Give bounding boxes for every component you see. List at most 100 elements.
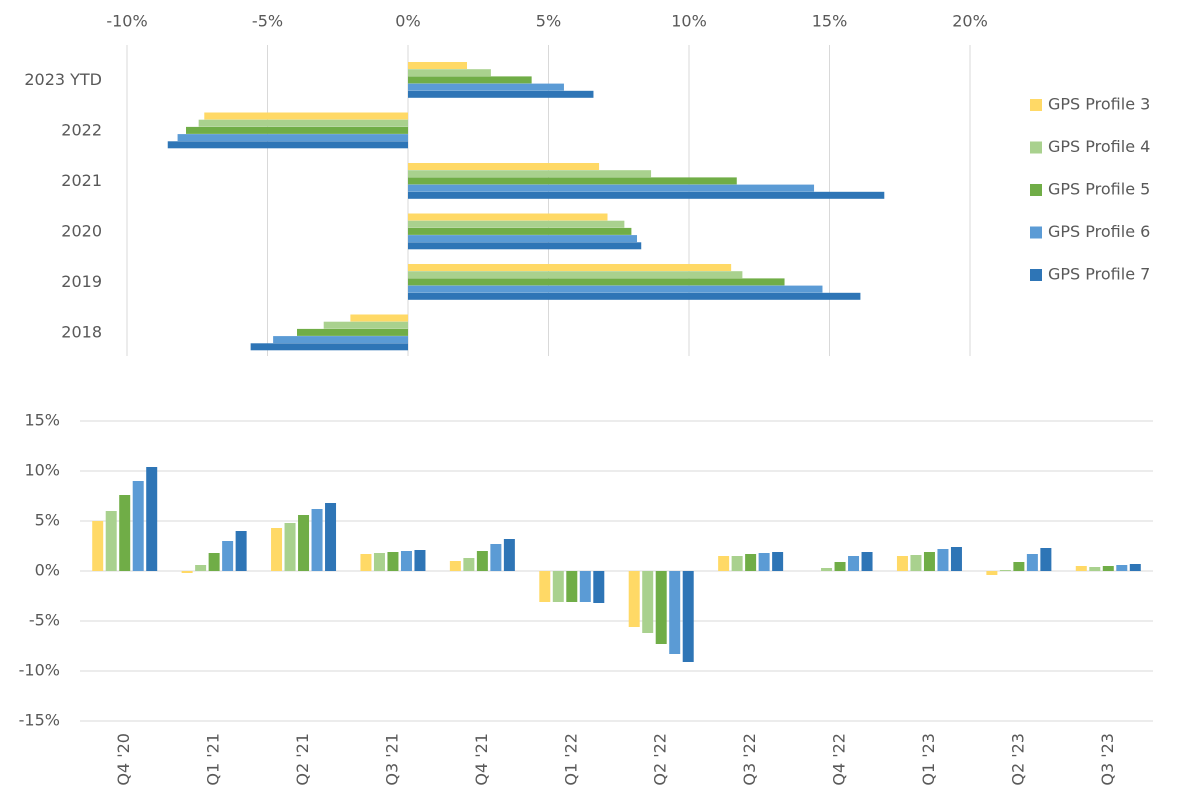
bar (373, 553, 385, 571)
bar (235, 531, 247, 571)
bar (731, 556, 743, 571)
legend-label: GPS Profile 3 (1048, 95, 1150, 114)
bar (408, 163, 600, 170)
bar (271, 528, 283, 571)
bar (408, 227, 632, 235)
bar (745, 554, 757, 571)
legend-label: GPS Profile 6 (1048, 222, 1150, 241)
bar (177, 134, 408, 142)
y-tick-label: 2020 (61, 221, 102, 240)
bar (360, 554, 372, 571)
bar (682, 571, 694, 662)
bar (408, 220, 625, 228)
bar (937, 549, 949, 571)
bar (408, 242, 642, 250)
bar (208, 553, 220, 571)
x-tick-label: 15% (812, 12, 848, 31)
bar (298, 515, 310, 571)
bar (539, 571, 551, 602)
bar (408, 271, 743, 279)
bar (1089, 567, 1101, 571)
bar (408, 83, 564, 91)
legend-swatch (1030, 141, 1042, 154)
bar (297, 328, 408, 336)
bar (408, 69, 491, 77)
bar (896, 556, 908, 571)
bar (146, 467, 158, 571)
bar (408, 213, 608, 221)
legend-label: GPS Profile 4 (1048, 137, 1150, 156)
bar (1129, 564, 1141, 571)
bar (923, 552, 935, 571)
bar (1102, 566, 1114, 571)
bar (408, 264, 732, 271)
y-tick-label: 5% (35, 511, 60, 530)
x-tick-label: Q4 '22 (830, 733, 849, 786)
bar (772, 552, 784, 571)
bar (449, 561, 461, 571)
bar (350, 314, 408, 322)
bar (204, 112, 408, 120)
bar (311, 509, 323, 571)
bar (387, 552, 399, 571)
y-tick-label: 2023 YTD (24, 70, 102, 89)
bar (273, 336, 408, 344)
bar (986, 571, 998, 575)
legend-swatch (1030, 269, 1042, 281)
y-tick-label: 2022 (61, 120, 102, 139)
x-tick-label: Q2 '23 (1008, 733, 1027, 786)
x-tick-label: 20% (952, 12, 988, 31)
bar (490, 544, 502, 571)
x-tick-label: Q1 '22 (561, 733, 580, 786)
bar (181, 571, 193, 573)
bar (186, 126, 408, 134)
bar (408, 170, 652, 178)
bar (848, 556, 860, 571)
bar (1040, 548, 1052, 571)
bar (92, 521, 104, 571)
bar (167, 141, 408, 149)
x-tick-label: Q1 '21 (204, 733, 223, 786)
bar (408, 90, 594, 98)
legend-swatch (1030, 226, 1042, 239)
y-tick-label: -5% (29, 611, 60, 630)
bar (718, 556, 730, 571)
x-tick-label: 10% (671, 12, 707, 31)
bar (408, 292, 861, 300)
x-tick-label: Q3 '22 (740, 733, 759, 786)
bar (325, 503, 337, 571)
bar (408, 184, 815, 192)
x-tick-label: Q4 '21 (472, 733, 491, 786)
bar (999, 570, 1011, 571)
bar (593, 571, 605, 603)
bar (1013, 562, 1025, 571)
bar (408, 62, 468, 69)
bar (408, 191, 885, 199)
y-tick-label: 2018 (61, 322, 102, 341)
bar (408, 177, 737, 185)
bar (323, 321, 408, 329)
x-tick-label: 0% (395, 12, 420, 31)
bar (198, 119, 408, 127)
bar (119, 495, 131, 571)
bar (284, 523, 296, 571)
bar (414, 550, 426, 571)
y-tick-label: -15% (19, 711, 60, 730)
bar (1026, 554, 1038, 571)
bar (463, 558, 475, 571)
bar (408, 285, 823, 293)
bar (758, 553, 770, 571)
bar (861, 552, 873, 571)
bar (408, 76, 532, 84)
bar (669, 571, 681, 654)
bar (950, 547, 962, 571)
bar (552, 571, 564, 602)
x-tick-label: 5% (536, 12, 561, 31)
x-tick-label: -10% (106, 12, 147, 31)
y-tick-label: 15% (24, 411, 60, 430)
bar (910, 555, 922, 571)
bar (132, 481, 144, 571)
bar (400, 551, 412, 571)
bar (655, 571, 667, 644)
